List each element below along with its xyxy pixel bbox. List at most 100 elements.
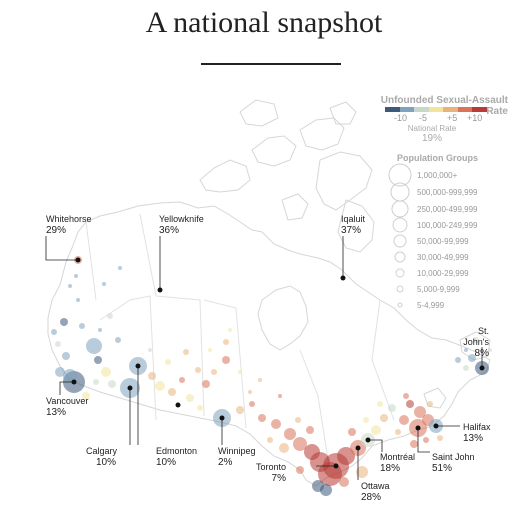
scale-swatch (414, 107, 429, 112)
location-dot (377, 401, 383, 407)
location-dot (195, 367, 201, 373)
marker-saint-john (415, 425, 421, 431)
location-dot (183, 349, 189, 355)
location-dot (79, 323, 85, 329)
pop-group-label: 50,000-99,999 (417, 237, 469, 246)
rate-color-scale (385, 107, 488, 112)
marker-yellowknife (157, 287, 163, 293)
city-markers (71, 257, 485, 469)
location-dot (236, 406, 244, 414)
city-label-st-johns: St. John's 8% (463, 326, 489, 359)
city-label-toronto: Toronto 7% (256, 462, 287, 484)
location-dot (101, 367, 111, 377)
marker-toronto (333, 463, 339, 469)
scale-label-minus5: -5 (419, 113, 428, 123)
location-dot (464, 348, 468, 352)
location-dot (60, 318, 68, 326)
location-dot (455, 357, 461, 363)
marker-st-johns (479, 365, 485, 371)
city-label-iqaluit: Iqaluit 37% (341, 214, 366, 236)
location-dot (403, 393, 409, 399)
marker-vancouver (71, 379, 77, 385)
location-dot (228, 328, 232, 332)
scale-swatch (443, 107, 458, 112)
location-dot (155, 381, 165, 391)
population-size-circles (388, 163, 412, 308)
location-dot (410, 440, 418, 448)
location-dot (197, 405, 203, 411)
city-label-calgary: Calgary 10% (86, 446, 118, 468)
location-dot (380, 414, 388, 422)
location-dot (165, 359, 171, 365)
location-dot (168, 388, 176, 396)
national-rate-label: National Rate (407, 124, 457, 133)
leader-montreal (368, 439, 383, 452)
location-dot (68, 284, 72, 288)
location-dot (238, 370, 242, 374)
location-dot (118, 266, 122, 270)
pop-group-label: 10,000-29,999 (417, 269, 469, 278)
leader-vancouver (59, 381, 74, 395)
size-legend-circle (391, 200, 409, 218)
city-leader-lines (45, 236, 483, 480)
city-label-ottawa: Ottawa 28% (361, 481, 390, 503)
location-dot (258, 414, 266, 422)
location-dot (468, 354, 476, 362)
city-label-saint-john: Saint John 51% (432, 452, 475, 474)
marker-edmonton (135, 363, 141, 369)
pop-group-label: 30,000-49,999 (417, 253, 469, 262)
leader-saint-john (417, 428, 430, 453)
location-dot (423, 437, 429, 443)
location-dot (306, 426, 314, 434)
leader-whitehorse (45, 236, 78, 261)
location-dot (284, 428, 296, 440)
location-dot (211, 369, 217, 375)
location-dot (296, 466, 304, 474)
scale-swatch (472, 107, 488, 112)
pop-group-label: 5,000-9,999 (417, 285, 460, 294)
location-dot (337, 447, 355, 465)
location-dot (62, 352, 70, 360)
location-dot (388, 404, 396, 412)
city-label-edmonton: Edmonton 10% (156, 446, 198, 468)
city-label-winnipeg: Winnipeg 2% (218, 446, 256, 468)
marker-whitehorse (75, 257, 81, 263)
location-dots (51, 256, 492, 496)
marker-montreal (365, 437, 371, 443)
pop-group-label: 1,000,000+ (417, 171, 458, 180)
location-dot (258, 378, 262, 382)
location-dot (295, 417, 301, 423)
city-label-whitehorse: Whitehorse 29% (46, 214, 92, 236)
location-dot (437, 435, 443, 441)
location-dot (473, 337, 479, 343)
location-dot (293, 437, 307, 451)
location-dot (406, 400, 414, 408)
marker-winnipeg (219, 415, 225, 421)
scale-swatch (399, 107, 415, 112)
province-borders (85, 213, 395, 473)
location-dot (51, 329, 57, 335)
location-dot (248, 390, 252, 394)
location-dot (93, 379, 99, 385)
location-dot (427, 401, 433, 407)
location-dot (348, 428, 356, 436)
marker-regina (175, 402, 181, 408)
pop-group-label: 250,000-499,999 (417, 205, 478, 214)
location-dot (86, 338, 102, 354)
marker-halifax (433, 423, 439, 429)
location-dot (463, 365, 469, 371)
location-dot (488, 348, 492, 352)
location-dot (414, 406, 426, 418)
location-dot (76, 298, 80, 302)
location-dot (267, 437, 273, 443)
scale-swatch (385, 107, 400, 112)
location-dot (82, 392, 90, 400)
location-dot (249, 401, 255, 407)
location-dot (208, 348, 212, 352)
pop-group-label: 500,000-999,999 (417, 188, 478, 197)
marker-iqaluit (340, 275, 346, 281)
pop-group-label: 100,000-249,999 (417, 221, 478, 230)
size-legend-circle (392, 217, 408, 233)
location-dot (371, 425, 381, 435)
